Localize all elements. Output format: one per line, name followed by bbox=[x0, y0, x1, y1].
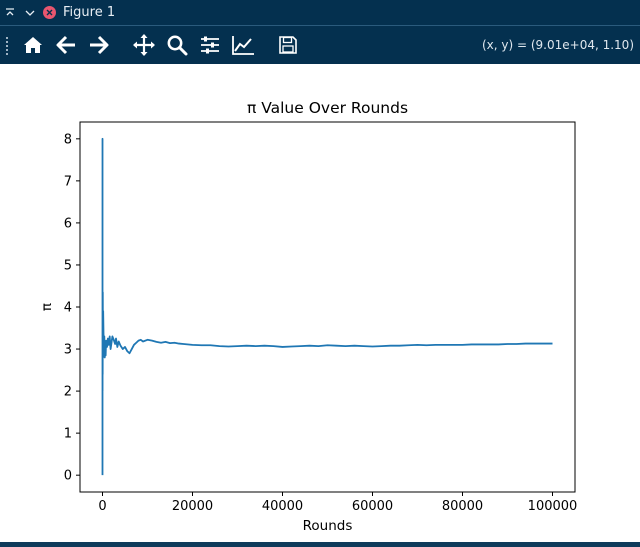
x-tick-label: 0 bbox=[98, 499, 106, 514]
chart-title: π Value Over Rounds bbox=[247, 99, 408, 117]
home-button[interactable] bbox=[16, 30, 49, 60]
forward-button[interactable] bbox=[82, 30, 115, 60]
save-button[interactable] bbox=[271, 30, 304, 60]
zoom-button[interactable] bbox=[160, 30, 193, 60]
toolbar-grip-icon[interactable] bbox=[4, 34, 12, 56]
x-tick-label: 100000 bbox=[528, 499, 578, 514]
series-line-0 bbox=[101, 137, 553, 476]
navigation-toolbar: (x, y) = (9.01e+04, 1.10) bbox=[0, 26, 640, 64]
edit-axis-button[interactable] bbox=[226, 30, 259, 60]
axes-frame bbox=[79, 121, 576, 493]
configure-subplots-icon bbox=[200, 36, 219, 54]
home-icon bbox=[23, 37, 42, 53]
y-axis-label: π bbox=[39, 303, 55, 311]
zoom-icon bbox=[167, 35, 187, 56]
save-icon bbox=[278, 36, 297, 54]
pan-button[interactable] bbox=[127, 30, 160, 60]
edit-axis-icon bbox=[231, 36, 254, 55]
pan-icon bbox=[132, 34, 155, 56]
x-axis-label: Rounds bbox=[303, 518, 353, 534]
line-chart[interactable]: 0 20000 40000 60000 80000 100000 0 1 2 3 4 5 6 7 8 π Va… bbox=[0, 64, 640, 542]
y-tick-label: 7 bbox=[64, 174, 72, 189]
y-tick-label: 6 bbox=[64, 216, 72, 231]
forward-icon bbox=[89, 35, 108, 55]
window-title: Figure 1 bbox=[63, 5, 116, 20]
y-tick-label: 3 bbox=[64, 343, 72, 358]
x-tick-label: 20000 bbox=[172, 499, 213, 514]
configure-subplots-button[interactable] bbox=[193, 30, 226, 60]
window-bottom-edge bbox=[0, 542, 640, 547]
window-titlebar: Figure 1 bbox=[0, 0, 640, 26]
y-tick-label: 4 bbox=[64, 301, 72, 316]
y-tick-label: 0 bbox=[64, 469, 72, 484]
x-tick-label: 60000 bbox=[352, 499, 393, 514]
figure-canvas[interactable]: 0 20000 40000 60000 80000 100000 0 1 2 3 4 5 6 7 8 π Va… bbox=[0, 64, 640, 542]
close-icon[interactable] bbox=[43, 6, 56, 19]
coordinate-readout: (x, y) = (9.01e+04, 1.10) bbox=[481, 38, 634, 52]
x-tick-label: 80000 bbox=[442, 499, 483, 514]
x-tick-label: 40000 bbox=[262, 499, 303, 514]
y-tick-label: 8 bbox=[64, 132, 72, 147]
back-icon bbox=[56, 35, 75, 55]
y-tick-label: 2 bbox=[64, 385, 72, 400]
y-tick-label: 5 bbox=[64, 258, 72, 273]
back-button[interactable] bbox=[49, 30, 82, 60]
keep-above-icon[interactable] bbox=[0, 3, 20, 23]
chevron-down-icon[interactable] bbox=[20, 3, 40, 23]
y-tick-label: 1 bbox=[64, 427, 72, 442]
